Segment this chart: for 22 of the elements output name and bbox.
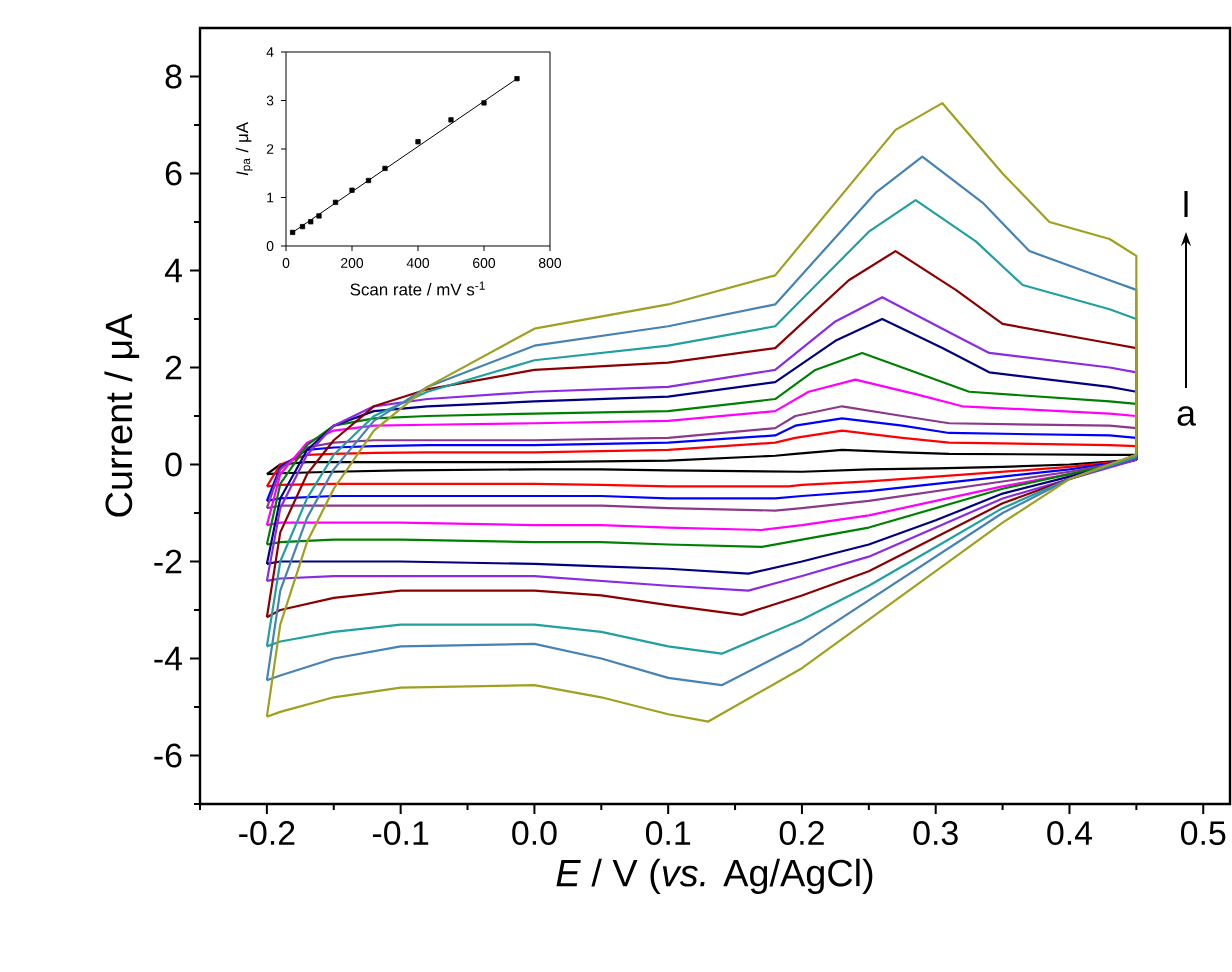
y-tick-label: 2: [165, 355, 182, 380]
annotation: a: [1177, 406, 1196, 426]
x-tick-label: 0.3: [913, 821, 958, 846]
x-tick-label: 0.5: [1181, 821, 1226, 846]
x-tick-label: -0.1: [372, 821, 429, 846]
y-tick-label: -2: [154, 549, 182, 574]
x-tick-label: 0.0: [512, 821, 557, 846]
x-tick-label: 0.2: [779, 821, 824, 846]
x-axis-title: Scan rate / mV s$^{-1}$: [350, 281, 485, 296]
y-tick-label: 6: [165, 161, 182, 186]
y-axis-title: I$_{pa}$ / μA: [235, 122, 253, 176]
y-tick-label: -4: [154, 646, 182, 671]
y-axis-title: Current / μA: [104, 313, 140, 517]
y-tick-label: 4: [164, 258, 182, 283]
x-tick-label: 0.4: [1047, 821, 1093, 846]
y-tick-label: 8: [165, 64, 182, 89]
x-axis-title: E / V (vs. Ag/AgCl): [556, 858, 873, 894]
x-tick-label: -0.2: [239, 821, 295, 846]
y-tick-label: 0: [165, 452, 182, 477]
y-tick-label: -6: [154, 743, 182, 768]
annotation: l: [1184, 190, 1188, 217]
x-tick-label: 0.1: [645, 821, 691, 846]
